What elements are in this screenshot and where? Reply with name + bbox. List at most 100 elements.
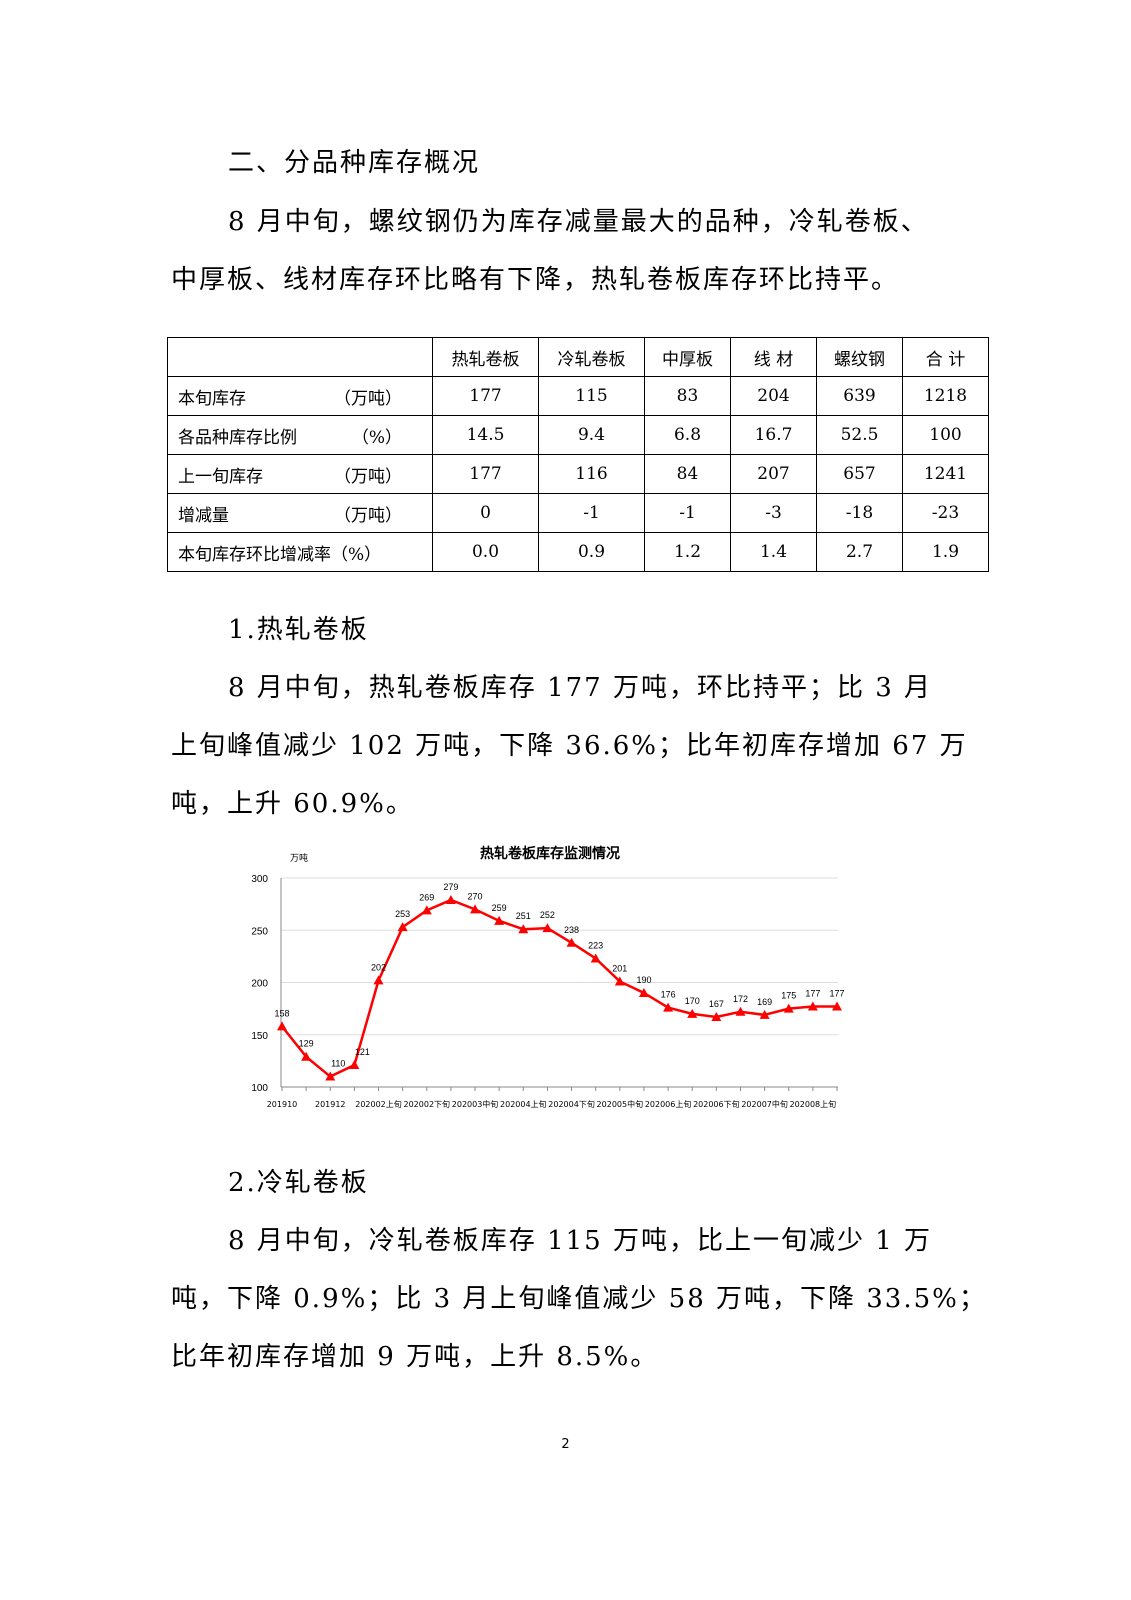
data-label: 190 bbox=[636, 975, 651, 985]
table-row: 增减量 （万吨） 0 -1 -1 -3 -18 -23 bbox=[167, 493, 989, 533]
chart-title: 热轧卷板库存监测情况 bbox=[480, 845, 620, 862]
x-tick-label: 202006上旬 bbox=[645, 1099, 692, 1109]
table-cell: 16.7 bbox=[730, 415, 817, 455]
x-tick-label: 202007中旬 bbox=[741, 1099, 788, 1109]
row-label: 各品种库存比例 （%） bbox=[167, 415, 433, 455]
section-1-title: 1.热轧卷板 bbox=[228, 615, 369, 645]
data-point-marker bbox=[277, 1021, 287, 1031]
row-label-text: 各品种库存比例 bbox=[178, 427, 297, 448]
header-cell: 中厚板 bbox=[644, 337, 731, 377]
x-tick-label: 202004上旬 bbox=[500, 1099, 547, 1109]
table-cell: 100 bbox=[902, 415, 989, 455]
y-tick-label: 300 bbox=[251, 874, 268, 885]
row-label-text: 增减量 bbox=[178, 505, 229, 526]
data-label: 158 bbox=[274, 1008, 289, 1018]
table-cell: 0.0 bbox=[432, 532, 539, 572]
x-tick-label: 201912 bbox=[315, 1100, 346, 1109]
x-tick-label: 202008上旬 bbox=[790, 1099, 837, 1109]
hot-rolled-inventory-chart: 热轧卷板库存监测情况 万吨 100 150 200 250 300 201910 201912 2… bbox=[251, 845, 844, 1109]
header-cell: 热轧卷板 bbox=[432, 337, 539, 377]
table-cell: -23 bbox=[902, 493, 989, 533]
table-cell: 9.4 bbox=[538, 415, 645, 455]
table-cell: 177 bbox=[432, 376, 539, 416]
data-point-marker bbox=[638, 987, 649, 997]
row-unit: （万吨） bbox=[334, 388, 402, 409]
table-row: 本旬库存环比增减率（%） 0.0 0.9 1.2 1.4 2.7 1.9 bbox=[167, 532, 989, 572]
row-label: 本旬库存 （万吨） bbox=[167, 376, 433, 416]
x-tick-label: 202005中旬 bbox=[597, 1099, 644, 1109]
data-label: 175 bbox=[781, 991, 796, 1001]
table-cell: -18 bbox=[816, 493, 903, 533]
row-unit: （万吨） bbox=[334, 505, 402, 526]
table-cell: 84 bbox=[644, 454, 731, 494]
data-label: 121 bbox=[355, 1047, 370, 1057]
data-point-marker bbox=[590, 953, 601, 963]
table-cell: 14.5 bbox=[432, 415, 539, 455]
sec1-line: 吨，上升 60.9%。 bbox=[171, 789, 414, 819]
data-point-marker bbox=[301, 1051, 312, 1061]
data-point-marker bbox=[783, 1003, 794, 1013]
x-tick-label: 202002下旬 bbox=[404, 1099, 451, 1109]
table-cell: 1.2 bbox=[644, 532, 731, 572]
table-cell: 6.8 bbox=[644, 415, 731, 455]
data-label: 201 bbox=[612, 963, 627, 973]
table-cell: 116 bbox=[538, 454, 645, 494]
data-label: 202 bbox=[371, 962, 386, 972]
data-point-marker bbox=[663, 1002, 674, 1012]
data-label: 252 bbox=[540, 910, 555, 920]
table-cell: 83 bbox=[644, 376, 731, 416]
x-tick-label: 202006下旬 bbox=[693, 1099, 740, 1109]
data-point-marker bbox=[687, 1008, 698, 1018]
data-label: 169 bbox=[757, 997, 772, 1007]
data-label: 170 bbox=[685, 996, 700, 1006]
data-point-marker bbox=[735, 1006, 746, 1016]
header-cell: 冷轧卷板 bbox=[538, 337, 645, 377]
intro-line: 中厚板、线材库存环比略有下降，热轧卷板库存环比持平。 bbox=[171, 265, 900, 295]
data-label: 177 bbox=[829, 989, 844, 999]
table-row: 各品种库存比例 （%） 14.5 9.4 6.8 16.7 52.5 100 bbox=[167, 415, 989, 455]
x-tick-label: 202002上旬 bbox=[355, 1099, 402, 1109]
y-axis-unit: 万吨 bbox=[290, 852, 308, 864]
table-cell: 204 bbox=[730, 376, 817, 416]
data-label: 110 bbox=[331, 1059, 345, 1069]
table-cell: 52.5 bbox=[816, 415, 903, 455]
data-label: 176 bbox=[661, 990, 676, 1000]
section-2-title: 2.冷轧卷板 bbox=[228, 1168, 369, 1198]
table-cell: 1.4 bbox=[730, 532, 817, 572]
data-point-marker bbox=[614, 976, 625, 986]
table-cell: 2.7 bbox=[816, 532, 903, 572]
data-label: 223 bbox=[588, 940, 603, 950]
data-label: 259 bbox=[492, 903, 507, 913]
data-point-marker bbox=[325, 1071, 336, 1081]
data-point-marker bbox=[832, 1001, 842, 1011]
sec1-line: 上旬峰值减少 102 万吨，下降 36.6%；比年初库存增加 67 万 bbox=[171, 731, 968, 761]
inventory-table: 热轧卷板 冷轧卷板 中厚板 线 材 螺纹钢 合 计 本旬库存 （万吨） 177 115… bbox=[167, 337, 989, 572]
table-cell: -3 bbox=[730, 493, 817, 533]
row-label-text: 本旬库存 bbox=[178, 388, 246, 409]
table-cell: 115 bbox=[538, 376, 645, 416]
data-label: 251 bbox=[516, 911, 531, 921]
data-point-marker bbox=[397, 922, 408, 932]
y-tick-label: 250 bbox=[251, 926, 268, 937]
table-cell: 0 bbox=[432, 493, 539, 533]
series-line bbox=[281, 898, 837, 1079]
table-row: 上一旬库存 （万吨） 177 116 84 207 657 1241 bbox=[167, 454, 989, 494]
header-cell bbox=[167, 337, 433, 377]
data-point-marker bbox=[470, 904, 481, 914]
header-cell: 螺纹钢 bbox=[816, 337, 903, 377]
intro-line: 8 月中旬，螺纹钢仍为库存减量最大的品种，冷轧卷板、 bbox=[228, 207, 929, 237]
y-tick-label: 150 bbox=[251, 1031, 268, 1042]
table-cell: 639 bbox=[816, 376, 903, 416]
sec1-line: 8 月中旬，热轧卷板库存 177 万吨，环比持平；比 3 月 bbox=[228, 673, 933, 703]
table-cell: 1241 bbox=[902, 454, 989, 494]
data-point-marker bbox=[373, 975, 384, 985]
table-cell: -1 bbox=[538, 493, 645, 533]
table-cell: 1218 bbox=[902, 376, 989, 416]
table-cell: 0.9 bbox=[538, 532, 645, 572]
data-label: 270 bbox=[468, 891, 483, 901]
data-point-marker bbox=[542, 923, 553, 933]
row-unit: （%） bbox=[351, 427, 402, 448]
table-cell: 1.9 bbox=[902, 532, 989, 572]
table-header-row: 热轧卷板 冷轧卷板 中厚板 线 材 螺纹钢 合 计 bbox=[167, 337, 989, 377]
page-number: 2 bbox=[561, 1437, 570, 1452]
